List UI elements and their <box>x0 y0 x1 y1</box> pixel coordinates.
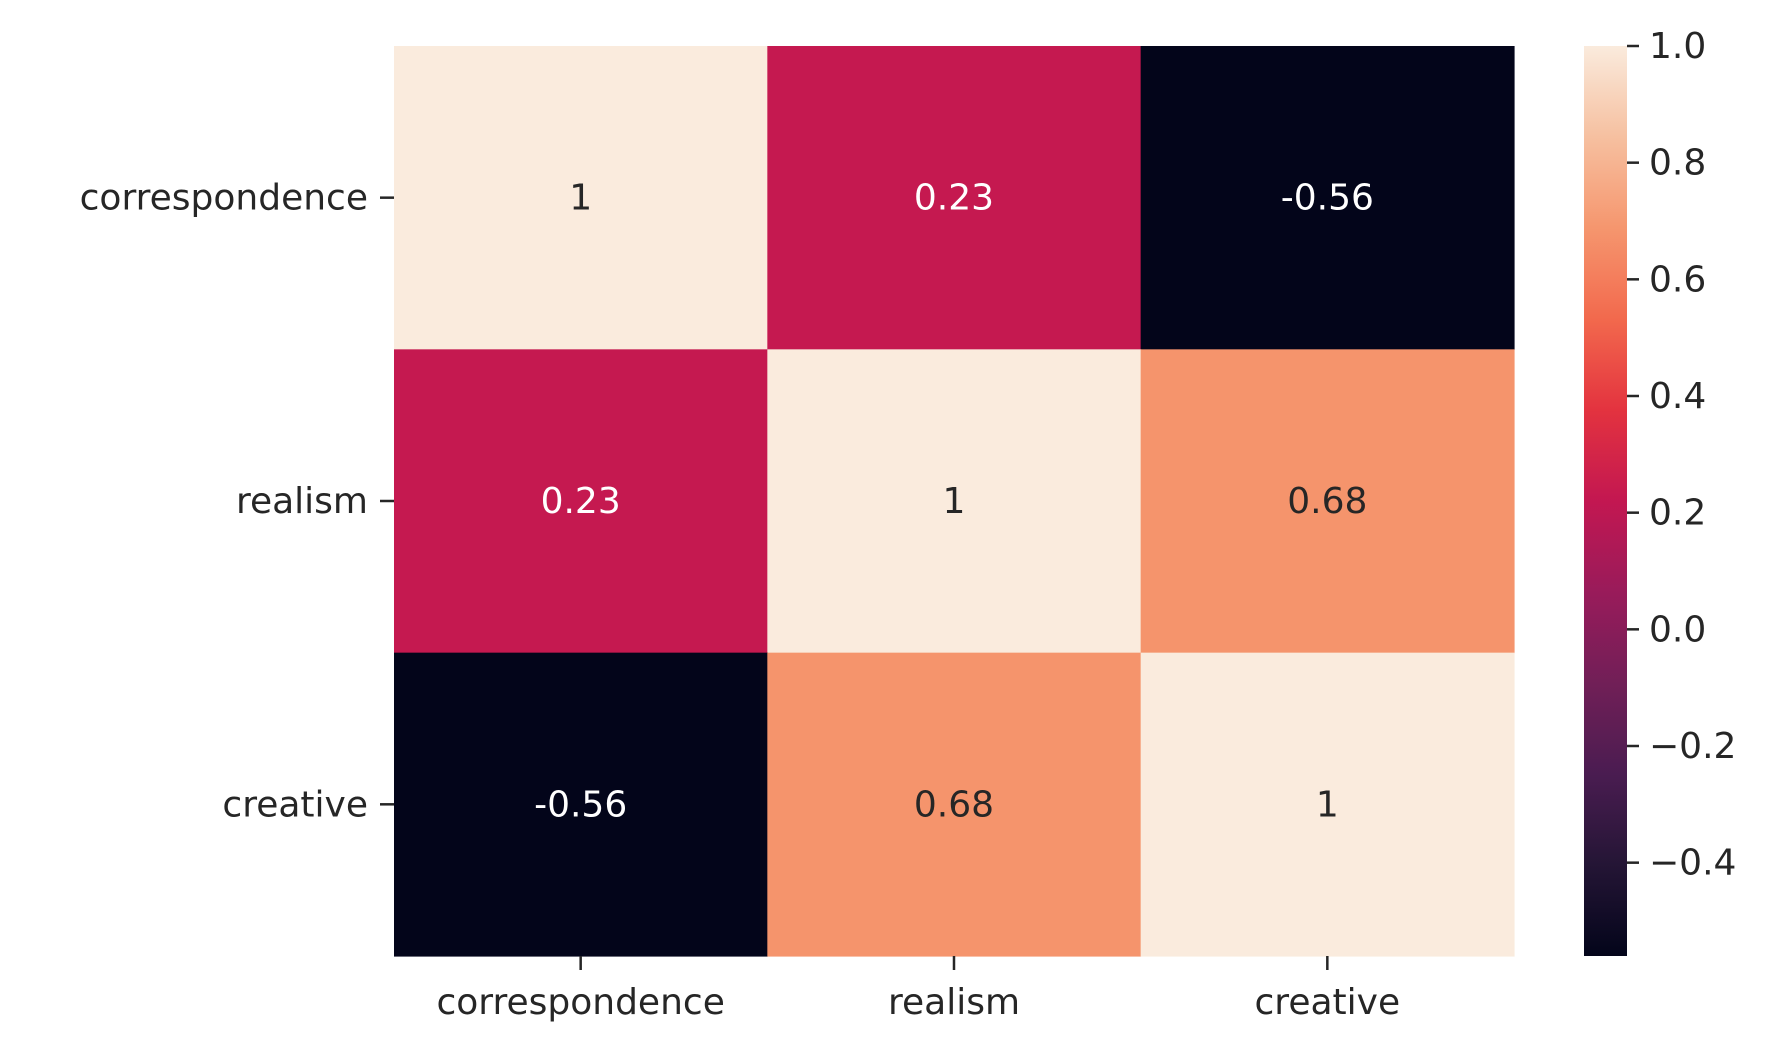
x-tick-label: creative <box>1255 982 1401 1023</box>
colorbar-tick-label: −0.4 <box>1649 843 1736 884</box>
colorbar-tick-label: 0.6 <box>1649 259 1706 300</box>
y-axis: correspondence realism creative <box>80 178 394 825</box>
colorbar-tick-label: 0.0 <box>1649 609 1706 650</box>
heatmap-cell <box>1140 349 1515 654</box>
colorbar-tick-label: 0.8 <box>1649 143 1706 184</box>
heatmap-cell <box>767 652 1142 957</box>
cell-annotation: -0.56 <box>534 784 627 825</box>
heatmap-cells <box>394 46 1515 957</box>
cell-annotation: 1 <box>943 481 966 522</box>
colorbar-tick-label: 0.4 <box>1649 376 1706 417</box>
x-tick-label: realism <box>888 982 1020 1023</box>
heatmap-cell <box>394 652 768 957</box>
cell-annotation: 0.23 <box>914 178 994 219</box>
y-tick-label: creative <box>222 784 368 825</box>
colorbar-ticks: 1.0 0.8 0.6 0.4 0.2 0.0 −0.2 −0.4 <box>1627 26 1736 884</box>
cell-annotation: 0.23 <box>541 481 621 522</box>
colorbar-tick-label: 1.0 <box>1649 26 1706 67</box>
heatmap-cell <box>767 46 1142 350</box>
heatmap-cell <box>394 46 768 350</box>
cell-annotation: 1 <box>1316 784 1339 825</box>
cell-annotations: 1 0.23 -0.56 0.23 1 0.68 -0.56 0.68 1 <box>534 178 1374 826</box>
cell-annotation: -0.56 <box>1281 178 1374 219</box>
y-tick-label: correspondence <box>80 178 368 219</box>
cell-annotation: 0.68 <box>1287 481 1367 522</box>
x-axis: correspondence realism creative <box>436 955 1401 1023</box>
heatmap-cell <box>1140 652 1515 957</box>
x-tick-label: correspondence <box>436 982 724 1023</box>
colorbar <box>1584 46 1627 956</box>
cell-annotation: 0.68 <box>914 784 994 825</box>
cell-annotation: 1 <box>569 178 592 219</box>
heatmap-cell <box>394 349 768 654</box>
y-tick-label: realism <box>236 481 368 522</box>
heatmap-cell <box>767 349 1142 654</box>
heatmap-cell <box>1140 46 1515 350</box>
colorbar-tick-label: 0.2 <box>1649 493 1706 534</box>
colorbar-tick-label: −0.2 <box>1649 726 1736 767</box>
